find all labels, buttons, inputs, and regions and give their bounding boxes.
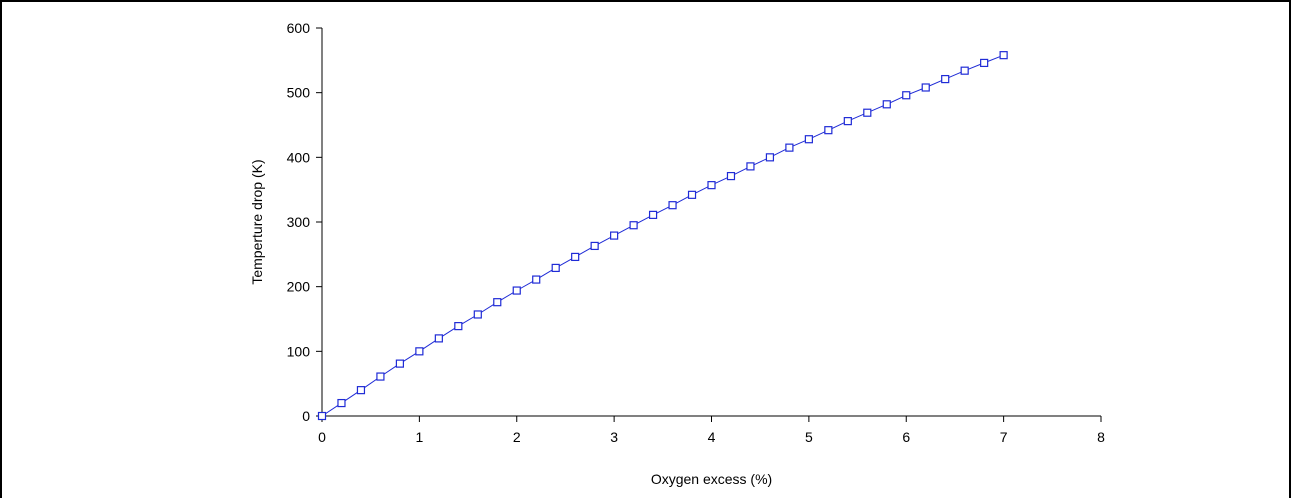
x-tick-label: 4: [708, 429, 716, 445]
data-point-marker: [902, 91, 911, 100]
x-tick-label: 5: [805, 429, 813, 445]
data-point-marker: [590, 241, 599, 251]
data-point-marker: [746, 162, 755, 171]
data-point-marker: [941, 74, 950, 84]
series-line: [321, 54, 1004, 417]
data-point-marker: [629, 221, 638, 230]
x-axis-title: Oxygen excess (%): [651, 471, 772, 487]
data-point-marker: [687, 190, 697, 199]
data-point-marker: [843, 117, 852, 126]
y-tick-label: 500: [287, 85, 311, 101]
y-ticks: 0 100 200 300 400 500 600: [287, 20, 322, 424]
data-point-marker: [648, 210, 658, 219]
data-point-marker: [785, 143, 794, 152]
x-tick-label: 6: [902, 429, 910, 445]
data-point-marker: [415, 347, 424, 356]
data-point-marker: [551, 263, 560, 273]
data-point-marker: [512, 286, 521, 295]
y-tick-label: 400: [287, 149, 311, 165]
series-group: [317, 51, 1008, 421]
data-point-marker: [532, 275, 541, 284]
x-tick-label: 2: [513, 429, 521, 445]
data-point-marker: [610, 231, 619, 240]
data-point-marker: [668, 201, 677, 210]
data-point-marker: [765, 153, 775, 162]
data-point-marker: [473, 310, 482, 319]
y-tick-label: 600: [287, 20, 311, 36]
data-point-marker: [960, 66, 969, 75]
data-point-marker: [317, 411, 327, 421]
x-ticks: 0 1 2 3 4 5 6 7 8: [318, 416, 1105, 445]
y-axis-title: Temperture drop (K): [249, 159, 265, 284]
data-point-marker: [434, 334, 443, 343]
y-tick-label: 300: [287, 214, 311, 230]
x-tick-label: 7: [1000, 429, 1008, 445]
data-point-marker: [571, 252, 580, 262]
data-point-marker: [707, 181, 716, 190]
axes: [321, 28, 1101, 417]
x-tick-label: 3: [610, 429, 618, 445]
data-point-marker: [921, 83, 930, 92]
y-tick-label: 100: [287, 343, 311, 359]
data-point-marker: [980, 58, 989, 68]
data-point-marker: [395, 359, 404, 368]
y-tick-label: 0: [302, 408, 310, 424]
data-point-marker: [454, 322, 463, 331]
data-point-marker: [999, 51, 1008, 60]
y-tick-label: 200: [287, 279, 311, 295]
data-point-marker: [376, 372, 385, 381]
data-point-marker: [493, 298, 502, 307]
data-point-marker: [356, 386, 366, 395]
data-point-marker: [863, 108, 872, 117]
x-tick-label: 1: [415, 429, 423, 445]
data-point-marker: [882, 100, 891, 109]
data-point-marker: [824, 126, 833, 135]
data-point-marker: [804, 135, 813, 144]
x-tick-label: 8: [1097, 429, 1105, 445]
data-point-marker: [337, 398, 346, 408]
x-tick-label: 0: [318, 429, 326, 445]
data-point-marker: [726, 171, 736, 181]
